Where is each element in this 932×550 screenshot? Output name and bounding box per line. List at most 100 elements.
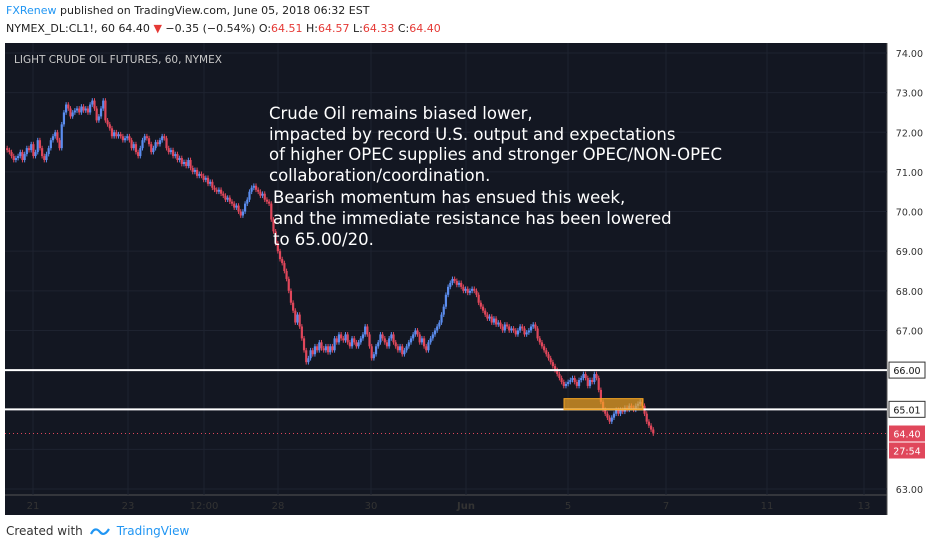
candle-body <box>322 348 325 351</box>
candle-body <box>505 324 509 327</box>
candle-body <box>141 140 144 149</box>
candle-body <box>36 140 39 153</box>
candle-body <box>276 243 279 252</box>
candle-body <box>21 152 24 161</box>
candle-body <box>38 140 42 149</box>
candle-body <box>34 152 37 157</box>
candle-body <box>484 310 487 315</box>
y-tick-label: 71.00 <box>896 168 923 179</box>
candle-body <box>547 354 550 359</box>
author-link[interactable]: FXRenew <box>6 4 57 17</box>
candle-body <box>270 203 273 220</box>
x-tick-label: 12:00 <box>190 501 219 512</box>
candle-body <box>597 378 600 390</box>
candle-body <box>324 346 327 351</box>
candle-body <box>335 338 338 343</box>
candle-body <box>473 288 476 291</box>
candle-body <box>298 314 301 327</box>
candle-body <box>527 330 530 333</box>
candle-body <box>252 185 255 188</box>
candle-body <box>311 350 314 355</box>
candle-body <box>577 380 581 386</box>
x-tick-label: 11 <box>761 501 774 512</box>
candle-body <box>49 140 52 149</box>
candle-body <box>250 187 253 192</box>
candle-body <box>292 302 295 311</box>
candle-body <box>302 338 306 351</box>
candle-body <box>102 100 105 109</box>
candle-body <box>82 106 85 111</box>
candle-body <box>161 136 164 141</box>
candle-body <box>265 199 269 202</box>
symbol-ohlc-line: NYMEX_DL:CL1!, 60 64.40 ▼ −0.35 (−0.54%)… <box>6 22 441 35</box>
candle-body <box>390 334 393 339</box>
x-tick-label: Jun <box>456 501 475 512</box>
resistance-zone-box <box>563 398 644 411</box>
y-tick-label: 69.00 <box>896 247 923 258</box>
candle-body <box>490 316 493 323</box>
candle-body <box>47 148 50 155</box>
candle-body <box>621 409 624 412</box>
candle-body <box>558 374 561 379</box>
candle-body <box>80 106 83 113</box>
candle-body <box>645 413 648 422</box>
candle-body <box>128 136 131 141</box>
chart-title: LIGHT CRUDE OIL FUTURES, 60, NYMEX <box>14 54 222 66</box>
plot-background <box>5 43 887 515</box>
candle-body <box>213 187 216 190</box>
candle-body <box>612 413 616 418</box>
candle-body <box>93 100 96 109</box>
candle-body <box>449 282 452 287</box>
candle-body <box>309 350 312 359</box>
candle-body <box>67 104 70 109</box>
candle-body <box>89 104 92 113</box>
candle-body <box>385 342 389 347</box>
candle-body <box>16 156 20 159</box>
candle-body <box>464 288 467 291</box>
annotation-text: Crude Oil remains biased lower, impacted … <box>269 104 722 249</box>
candle-body <box>350 338 354 347</box>
candle-body <box>119 134 122 137</box>
candle-body <box>45 154 48 161</box>
candle-body <box>198 173 201 176</box>
candle-body <box>41 148 44 157</box>
candle-body <box>193 169 196 172</box>
candle-body <box>460 282 463 287</box>
candle-body <box>54 132 57 137</box>
tradingview-brand[interactable]: TradingView <box>116 524 190 538</box>
candle-body <box>222 193 225 196</box>
candle-body <box>370 346 373 359</box>
chart-area[interactable]: 74.00 73.00 72.00 71.00 70.00 69.00 68.00 67.00… <box>5 43 927 515</box>
candle-body <box>374 346 378 355</box>
x-tick-label: 23 <box>122 501 135 512</box>
price-chart[interactable]: 74.00 73.00 72.00 71.00 70.00 69.00 68.00 67.00… <box>5 43 927 515</box>
candle-body <box>62 112 66 125</box>
candle-body <box>115 132 118 137</box>
candle-body <box>340 334 343 339</box>
candle-body <box>475 290 478 295</box>
candle-body <box>158 140 162 145</box>
candle-body <box>479 302 482 307</box>
candle-body <box>556 370 559 375</box>
candle-body <box>6 148 9 151</box>
x-tick-label: 5 <box>565 501 571 512</box>
candle-body <box>610 417 613 422</box>
candle-body <box>108 124 111 129</box>
candle-body <box>553 366 557 371</box>
candle-body <box>43 156 46 161</box>
level-label: 65.01 <box>893 405 920 416</box>
candle-body <box>420 338 424 343</box>
candle-body <box>584 374 587 379</box>
high-label: H: <box>306 22 319 35</box>
candle-body <box>337 334 341 343</box>
candle-body <box>239 211 242 216</box>
y-tick-label: 72.00 <box>896 128 923 139</box>
close-label: C: <box>397 22 410 35</box>
candle-body <box>368 334 371 347</box>
candle-body <box>150 144 153 153</box>
candle-body <box>117 134 120 137</box>
candle-body <box>346 334 349 343</box>
candle-body <box>388 338 391 347</box>
candle-body <box>366 326 369 335</box>
high-value: 64.57 <box>318 22 350 35</box>
